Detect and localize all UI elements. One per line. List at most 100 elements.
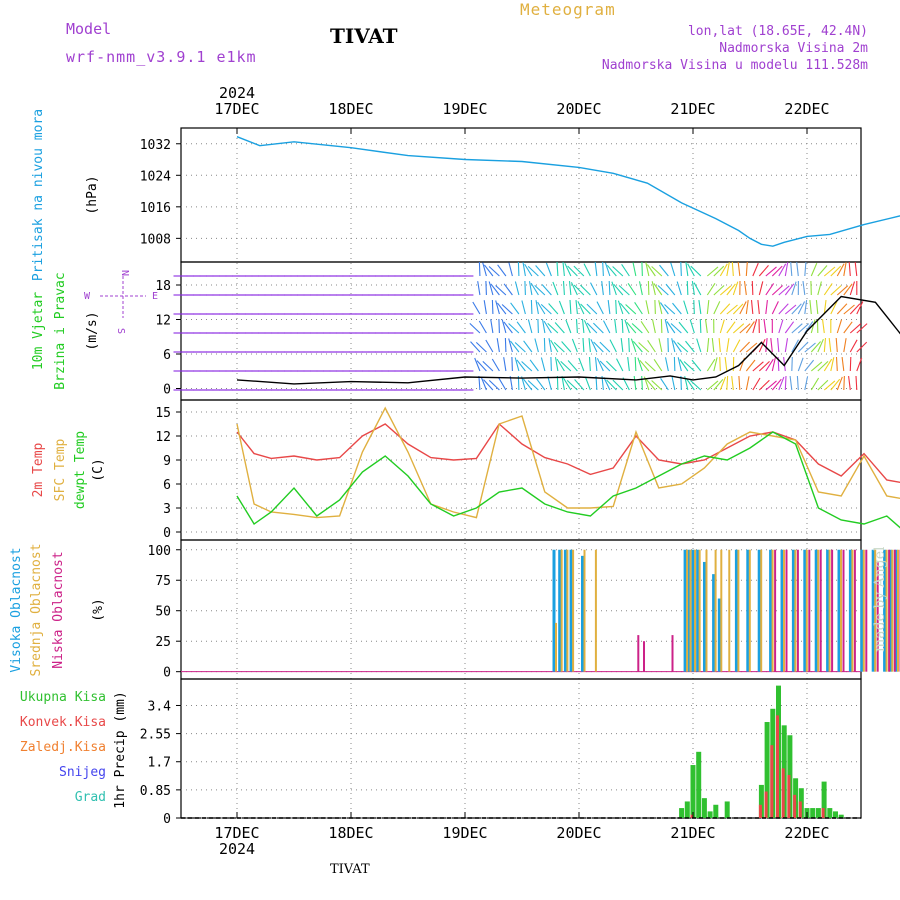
wind-barb (758, 360, 770, 372)
wind-barb (804, 376, 809, 391)
wind-barb (737, 262, 741, 277)
wind-barb (758, 379, 770, 391)
wind-axis-title: 10m Vjetar (31, 292, 46, 370)
temp-axis-title-2m: 2m Temp (31, 442, 46, 497)
wind-barb (726, 304, 738, 315)
wind-barb (784, 338, 789, 353)
wind-barb (757, 300, 760, 315)
wind-barb (651, 380, 663, 391)
cloud-bar (691, 549, 695, 672)
precip-legend-1: Konvek.Kisa (20, 715, 106, 730)
wind-barb (615, 299, 617, 315)
wind-barb (503, 321, 513, 334)
wind-barb (683, 361, 695, 372)
wind-barb (581, 319, 585, 334)
cloud-bar (837, 549, 841, 672)
wind-barb (568, 281, 572, 296)
wind-barb (645, 262, 650, 277)
wind-barb (693, 282, 702, 296)
wind-barb (638, 342, 650, 353)
wind-barb (550, 339, 559, 353)
wind-barb (836, 285, 849, 296)
wind-barb (575, 318, 578, 334)
cloud-bar (894, 549, 898, 672)
wind-barb (593, 322, 604, 334)
wind-barb (856, 301, 864, 315)
top-date-label: 19DEC (442, 100, 487, 118)
wind-barb (523, 340, 533, 353)
cloud-bar (563, 549, 567, 672)
cloud-bar (702, 561, 706, 672)
wind-barb (765, 338, 768, 353)
wind-barb (843, 304, 855, 315)
cloud-bar (853, 549, 856, 672)
wind-barb (653, 358, 663, 372)
wind-barb (713, 301, 721, 315)
cloud-ytick-label: 0 (163, 666, 171, 681)
cloud-bar (808, 549, 811, 672)
wind-barb (789, 376, 793, 391)
top-date-label: 20DEC (556, 100, 601, 118)
wind-barb (617, 300, 624, 315)
precip-bar (690, 814, 694, 818)
temperature-ytick-label: 0 (163, 526, 171, 541)
cloud-bar (876, 561, 879, 672)
wind-barb (527, 380, 539, 391)
model-label: Model (66, 20, 112, 38)
wind-barb (724, 357, 728, 372)
wind-barb (540, 303, 552, 315)
wind-barb (639, 359, 650, 372)
precip-bar (793, 794, 797, 818)
wind-barb (522, 378, 533, 391)
wind-barb (590, 282, 598, 296)
cloud-bar (774, 549, 777, 672)
wind-barb (679, 359, 689, 372)
wind-barb (606, 360, 617, 372)
wind-barb (706, 266, 719, 277)
wind-barb (514, 281, 520, 296)
wind-barb (627, 282, 637, 296)
wind-barb (810, 377, 820, 391)
cloud-bar (785, 549, 788, 672)
wind-barb (670, 262, 676, 277)
wind-barb (765, 283, 775, 296)
wind-barb (670, 323, 682, 334)
wind-barb (567, 360, 578, 372)
wind-barb (620, 338, 624, 353)
wind-barb (514, 357, 520, 372)
wind-barb (672, 302, 682, 315)
wind-barb (498, 377, 507, 391)
wind-barb (665, 283, 676, 296)
cloud-bar (683, 549, 687, 672)
wind-barb (556, 261, 559, 277)
cloud-ytick-label: 100 (148, 544, 171, 559)
wind-barb (745, 359, 756, 372)
cloud-ytick-label: 25 (155, 635, 171, 650)
wind-barb (614, 319, 617, 334)
wind-barb (732, 303, 744, 315)
wind-barb (810, 262, 818, 277)
wind-barb (640, 320, 650, 334)
wind-barb (501, 319, 507, 334)
wind-barb (726, 321, 736, 334)
cloud-bar (897, 549, 899, 672)
wind-barb (784, 321, 795, 334)
wind-barb (510, 302, 520, 315)
wind-barb (618, 285, 630, 296)
cloud-bar (689, 549, 692, 672)
wind-barb (843, 338, 847, 353)
wind-barb (676, 281, 682, 296)
wind-barb (791, 339, 799, 353)
wind-barb (561, 341, 572, 353)
wind-barb (743, 281, 747, 296)
cloud-bar (840, 549, 842, 672)
wind-barb (685, 340, 695, 353)
cloud-bar (720, 549, 723, 672)
wind-barb (758, 281, 764, 296)
wind-barb (548, 303, 559, 315)
top-date-label: 18DEC (328, 100, 373, 118)
precip-bar (696, 751, 702, 818)
precipitation-ytick-label: 1.7 (148, 756, 171, 771)
precip-bar (707, 811, 713, 818)
